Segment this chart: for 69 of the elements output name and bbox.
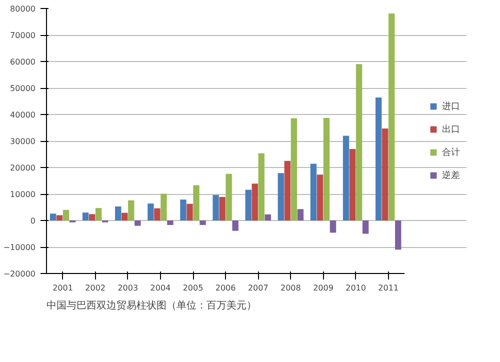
bar [362,220,369,234]
x-tick-label: 2008 [280,284,301,292]
y-tick-label: 50000 [10,84,36,93]
bar [193,185,200,220]
bar [258,153,264,220]
bar [349,148,356,220]
legend-label: 进口 [442,100,461,112]
bar [62,210,70,220]
bar [186,204,193,220]
bar [395,220,402,250]
bar [284,160,291,220]
bar [342,136,350,220]
bar [226,174,232,220]
bar [82,212,89,220]
legend-label: 出口 [442,124,461,136]
bar [376,98,382,220]
bar [56,215,63,220]
bar [330,220,336,233]
x-tick-label: 2010 [346,284,366,292]
legend-label: 逆差 [442,170,461,182]
bar [96,208,102,220]
y-tick-label: 80000 [10,4,36,14]
y-tick-label: 10000 [10,190,36,199]
bar [290,118,298,220]
bar [50,214,56,220]
legend-label: 合计 [442,146,461,158]
y-tick-label: 30000 [10,137,36,146]
y-tick-label: 40000 [10,110,36,120]
bar [388,14,395,220]
bar [310,164,317,220]
bar [297,209,304,220]
x-tick-label: 2003 [118,284,138,292]
bar [134,220,141,226]
x-tick-label: 2001 [52,284,73,292]
y-tick-label: −20000 [3,270,36,278]
y-tick-label: −10000 [3,243,36,252]
bar [167,220,174,226]
bar [382,128,388,220]
bar [323,118,330,220]
bar [264,214,271,220]
bar [212,195,219,220]
bar [252,184,258,220]
bar [128,200,134,220]
bar [154,208,160,220]
text: 中国与巴西双边贸易柱状图（单位：百万美元） [46,300,256,312]
bar [180,200,186,220]
bar [148,204,154,220]
bar [160,194,167,220]
x-tick-label: 2006 [215,284,236,292]
bar [356,64,362,220]
y-tick-label: 20000 [10,164,36,172]
bar [316,174,324,220]
bar [219,196,226,220]
x-tick-label: 2007 [248,284,268,292]
bar [122,212,128,220]
x-tick-label: 2011 [378,284,399,292]
bar [278,173,284,220]
bar [88,214,96,220]
y-tick-label: 60000 [10,58,36,66]
bar [245,190,252,220]
x-tick-label: 2005 [182,284,204,292]
y-tick-label: 70000 [10,31,36,40]
x-tick-label: 2002 [85,284,106,292]
x-tick-label: 2004 [150,284,171,292]
x-tick-label: 2009 [313,284,334,292]
bar [232,220,238,231]
y-tick-label: 0 [30,216,36,226]
bar [115,206,122,220]
bar [200,220,206,226]
